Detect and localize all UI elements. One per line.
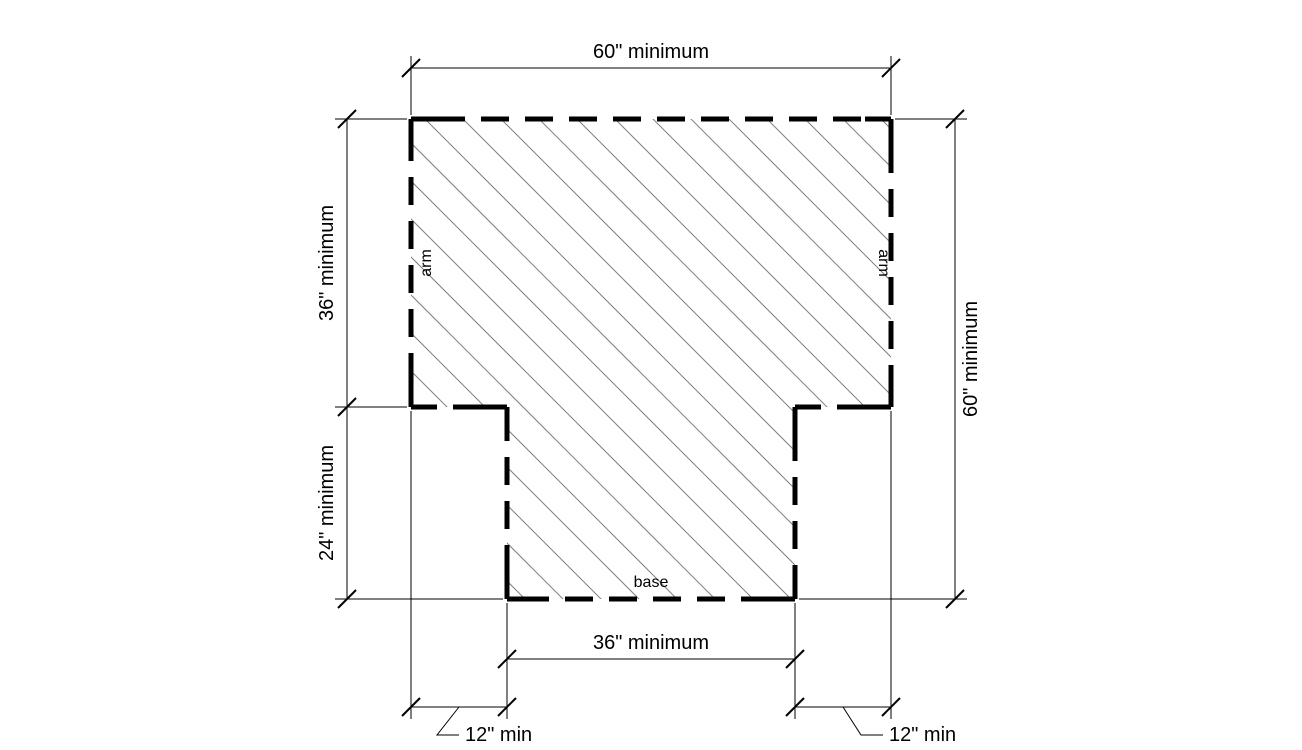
dimension-left-upper: 36" minimum xyxy=(316,205,338,321)
dimension-bottom: 36" minimum xyxy=(593,632,709,654)
technical-drawing: 60" minimum 36" minimum 24" minimum 60" … xyxy=(0,0,1302,750)
dimension-ticks xyxy=(338,59,964,716)
clear-floor-space-outline xyxy=(411,119,891,599)
dimension-right: 60" minimum xyxy=(960,301,982,417)
dimension-bottom-right-ext: 12" min xyxy=(889,724,956,746)
dimension-left-lower: 24" minimum xyxy=(316,445,338,561)
dimension-top: 60" minimum xyxy=(593,41,709,63)
label-arm-right: arm xyxy=(875,249,892,277)
label-arm-left: arm xyxy=(418,249,435,277)
dimension-bottom-left-ext: 12" min xyxy=(465,724,532,746)
label-base: base xyxy=(634,574,669,591)
